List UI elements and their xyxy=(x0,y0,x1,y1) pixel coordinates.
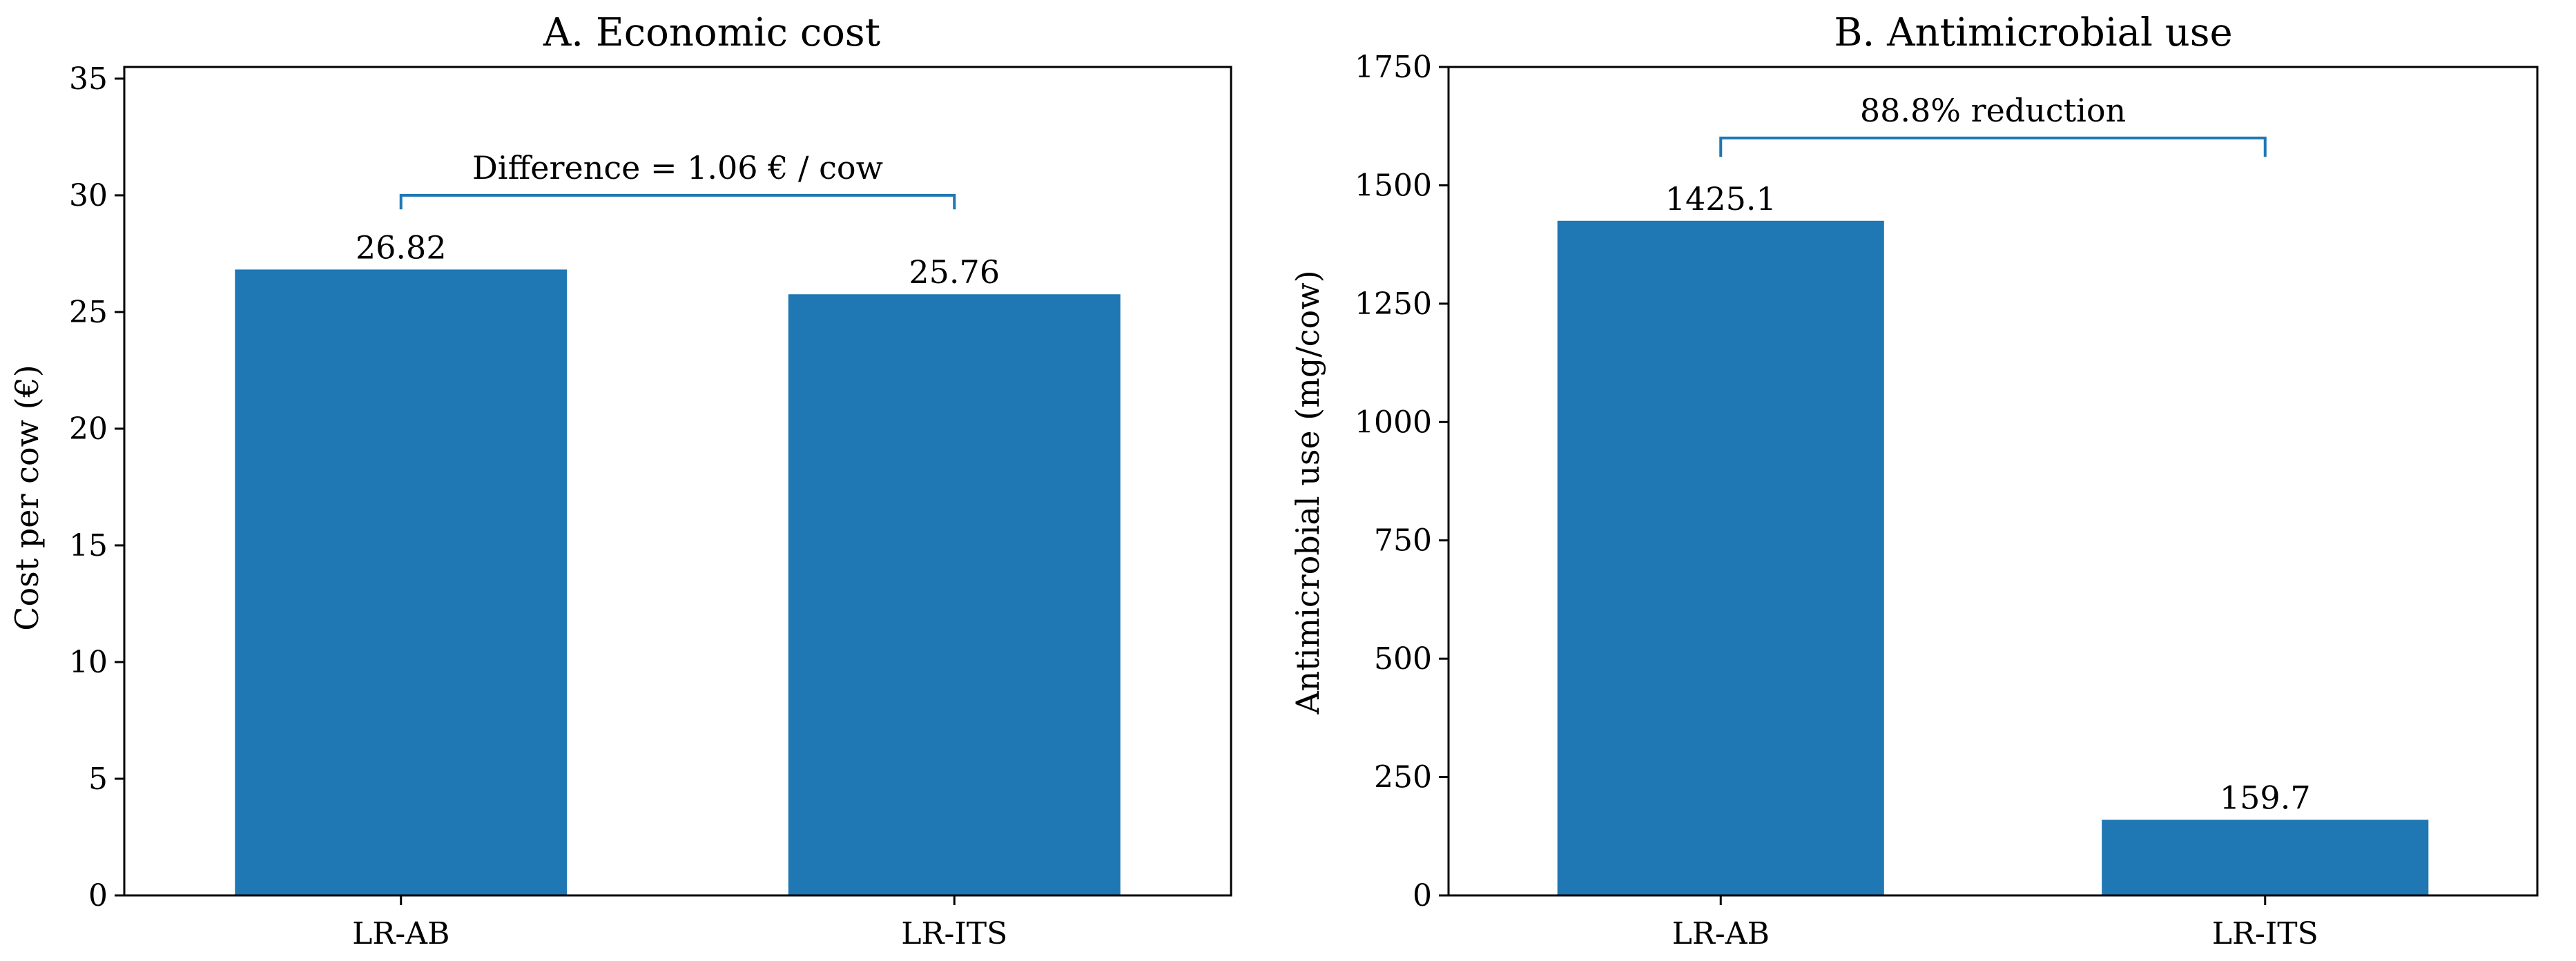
x-tick-label: LR-ITS xyxy=(901,916,1007,951)
y-tick-label: 10 xyxy=(69,645,108,680)
panel-antimicrobial-use: B. Antimicrobial use Antimicrobial use (… xyxy=(1289,10,2539,951)
data-label: 159.7 xyxy=(2220,779,2311,816)
y-tick-label: 1000 xyxy=(1355,405,1432,440)
y-tick-label: 30 xyxy=(69,178,108,213)
panel-economic-cost: A. Economic cost Cost per cow (€) 0 5 10 15… xyxy=(8,10,1232,951)
y-tick-label: 0 xyxy=(1413,878,1432,913)
data-label: 1425.1 xyxy=(1665,180,1776,217)
bracket xyxy=(1719,136,2267,157)
y-tick-label: 750 xyxy=(1374,523,1432,559)
bar xyxy=(2102,819,2429,895)
y-tick-label: 5 xyxy=(88,761,108,797)
y-tick-label: 35 xyxy=(69,61,108,97)
bar xyxy=(1557,220,1884,895)
chart-title: B. Antimicrobial use xyxy=(1834,10,2232,55)
y-tick-label: 0 xyxy=(88,878,108,913)
bracket xyxy=(399,193,956,210)
y-tick-label: 1750 xyxy=(1355,50,1432,85)
x-tick-label: LR-AB xyxy=(352,916,449,951)
chart-title: A. Economic cost xyxy=(543,10,881,55)
y-tick-label: 250 xyxy=(1374,760,1432,795)
y-tick-label: 20 xyxy=(69,411,108,447)
y-tick-label: 15 xyxy=(69,528,108,563)
y-tick-label: 500 xyxy=(1374,641,1432,677)
marks-group: 0 5 10 15 20 25 30 35 26.82 LR-AB 25.76 LR-ITS Diffe… xyxy=(69,61,1121,951)
y-tick-label: 1500 xyxy=(1355,168,1432,203)
data-label: 25.76 xyxy=(909,253,1000,291)
y-tick-label: 1250 xyxy=(1355,287,1432,322)
y-axis-label: Cost per cow (€) xyxy=(8,365,46,631)
axes-frame xyxy=(1447,66,2539,897)
data-label: 26.82 xyxy=(356,229,447,266)
y-tick-label: 25 xyxy=(69,295,108,330)
bar xyxy=(235,269,568,895)
annotation-label: Difference = 1.06 € / cow xyxy=(472,149,883,186)
axes-frame xyxy=(123,66,1232,897)
y-axis-label: Antimicrobial use (mg/cow) xyxy=(1289,270,1326,715)
x-tick-label: LR-AB xyxy=(1672,916,1770,951)
marks-group: 0 250 500 750 1000 1250 1500 1750 1425.1 LR-AB 159… xyxy=(1355,50,2429,951)
x-tick-label: LR-ITS xyxy=(2212,916,2318,951)
bar xyxy=(788,294,1121,895)
annotation-label: 88.8% reduction xyxy=(1860,92,2126,129)
